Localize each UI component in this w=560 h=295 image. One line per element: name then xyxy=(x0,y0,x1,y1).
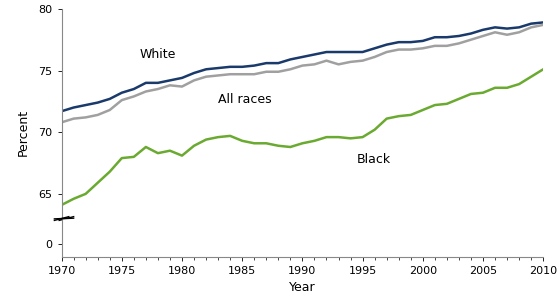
Text: All races: All races xyxy=(218,93,272,106)
Text: White: White xyxy=(140,48,176,61)
X-axis label: Year: Year xyxy=(289,281,316,294)
Text: Black: Black xyxy=(357,153,391,166)
Text: Percent: Percent xyxy=(17,109,30,156)
